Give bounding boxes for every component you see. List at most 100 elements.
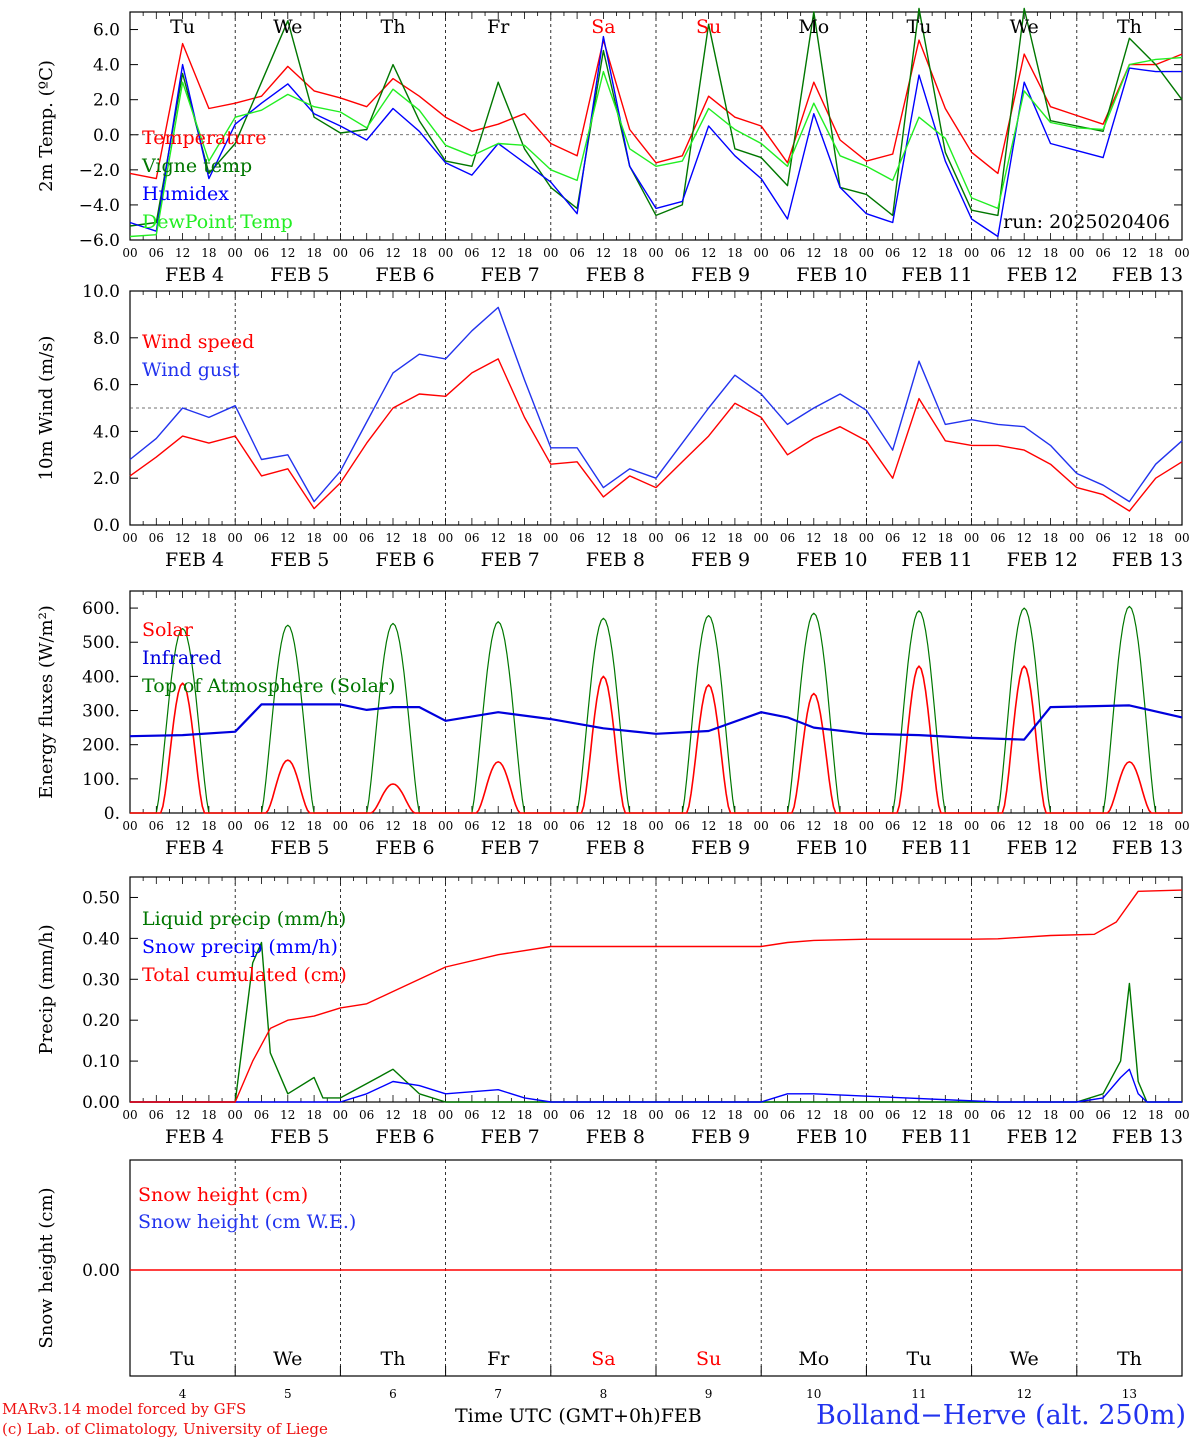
hour-tick-label: 00 [1174,819,1189,833]
day-number: 6 [389,1387,397,1401]
hour-tick-label: 00 [859,819,874,833]
hour-tick-label: 06 [569,819,584,833]
hour-tick-label: 00 [964,246,979,260]
hour-tick-label: 06 [359,531,374,545]
hour-tick-label: 00 [1174,1108,1189,1122]
day-name-bottom: Th [1117,1348,1142,1370]
hour-tick-label: 12 [1122,1108,1137,1122]
hour-tick-label: 12 [280,819,295,833]
date-label: FEB 6 [375,837,434,859]
hour-tick-label: 12 [911,246,926,260]
day-number: 5 [284,1387,292,1401]
date-label: FEB 4 [165,264,224,286]
model-credit: MARv3.14 model forced by GFS [2,1400,247,1418]
date-label: FEB 11 [901,549,972,571]
hour-tick-label: 18 [727,531,742,545]
y-tick-label: 4.0 [93,56,120,76]
hour-tick-label: 00 [1069,1108,1084,1122]
hour-tick-label: 12 [911,531,926,545]
y-tick-label: 0.40 [82,929,120,949]
run-annotation: run: 2025020406 [1003,211,1170,233]
hour-tick-label: 12 [911,1108,926,1122]
hour-tick-label: 18 [938,1108,953,1122]
hour-tick-label: 18 [201,246,216,260]
y-tick-label: 0.30 [82,970,120,990]
legend-entry: Snow height (cm W.E.) [138,1211,356,1233]
y-tick-label: 600. [82,599,120,619]
day-number: 9 [705,1387,713,1401]
hour-tick-label: 12 [596,1108,611,1122]
hour-tick-label: 18 [1043,531,1058,545]
y-tick-label: 0.0 [93,516,120,536]
legend-entry: Snow height (cm) [138,1184,308,1206]
date-label: FEB 10 [796,837,867,859]
hour-tick-label: 06 [464,1108,479,1122]
day-name-bottom: We [273,1348,302,1370]
hour-tick-label: 18 [1148,1108,1163,1122]
hour-tick-label: 12 [280,1108,295,1122]
day-number: 11 [911,1387,926,1401]
day-number: 13 [1122,1387,1137,1401]
hour-tick-label: 00 [754,819,769,833]
hour-tick-label: 18 [1148,819,1163,833]
hour-tick-label: 06 [359,1108,374,1122]
y-axis-label: Energy fluxes (W/m²) [36,605,57,799]
legend-entry: Vigne temp [141,155,252,177]
hour-tick-label: 06 [675,819,690,833]
legend-entry: Liquid precip (mm/h) [142,908,346,930]
date-label: FEB 4 [165,549,224,571]
hour-tick-label: 00 [438,1108,453,1122]
hour-tick-label: 00 [1069,819,1084,833]
hour-tick-label: 12 [596,246,611,260]
hour-tick-label: 00 [122,531,137,545]
day-name-top: Fr [487,16,510,38]
date-label: FEB 11 [901,837,972,859]
hour-tick-label: 06 [464,246,479,260]
date-label: FEB 6 [375,549,434,571]
hour-tick-label: 06 [675,246,690,260]
y-tick-label: −4.0 [79,196,120,216]
day-name-bottom: Su [696,1348,721,1370]
hour-tick-label: 18 [517,1108,532,1122]
hour-tick-label: 00 [438,246,453,260]
hour-tick-label: 06 [1095,531,1110,545]
hour-tick-label: 06 [569,1108,584,1122]
hour-tick-label: 06 [464,819,479,833]
hour-tick-label: 18 [306,246,321,260]
hour-tick-label: 18 [727,246,742,260]
day-name-bottom: Mo [798,1348,829,1370]
hour-tick-label: 06 [885,531,900,545]
hour-tick-label: 06 [990,531,1005,545]
hour-tick-label: 00 [122,1108,137,1122]
hour-tick-label: 00 [543,1108,558,1122]
series-line-wind-speed [129,358,1183,512]
day-name-bottom: Tu [170,1348,195,1370]
hour-tick-label: 06 [569,531,584,545]
day-name-bottom: Tu [907,1348,932,1370]
date-label: FEB 13 [1112,1126,1183,1148]
hour-tick-label: 06 [149,819,164,833]
day-name-bottom: We [1010,1348,1039,1370]
hour-tick-label: 00 [754,1108,769,1122]
hour-tick-label: 12 [491,1108,506,1122]
y-tick-label: 500. [82,633,120,653]
hour-tick-label: 12 [491,819,506,833]
hour-tick-label: 12 [1017,246,1032,260]
hour-tick-label: 06 [359,246,374,260]
hour-tick-label: 18 [1148,531,1163,545]
date-label: FEB 4 [165,1126,224,1148]
hour-tick-label: 00 [543,246,558,260]
hour-tick-label: 06 [254,1108,269,1122]
date-label: FEB 13 [1112,837,1183,859]
x-axis-title: Time UTC (GMT+0h)FEB [455,1405,702,1427]
series-line-total-cumulated-cm- [130,889,1183,1103]
hour-tick-label: 06 [780,819,795,833]
hour-tick-label: 18 [832,246,847,260]
hour-tick-label: 12 [701,531,716,545]
date-label: FEB 9 [691,1126,750,1148]
hour-tick-label: 06 [990,246,1005,260]
series-line-dewpoint-temp [129,56,1183,238]
series-line-wind-gust [129,306,1183,503]
y-tick-label: 300. [82,702,120,722]
